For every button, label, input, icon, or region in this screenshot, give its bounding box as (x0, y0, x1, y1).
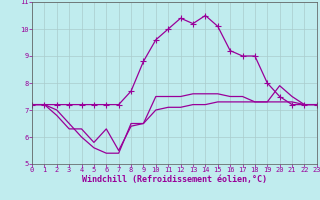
X-axis label: Windchill (Refroidissement éolien,°C): Windchill (Refroidissement éolien,°C) (82, 175, 267, 184)
